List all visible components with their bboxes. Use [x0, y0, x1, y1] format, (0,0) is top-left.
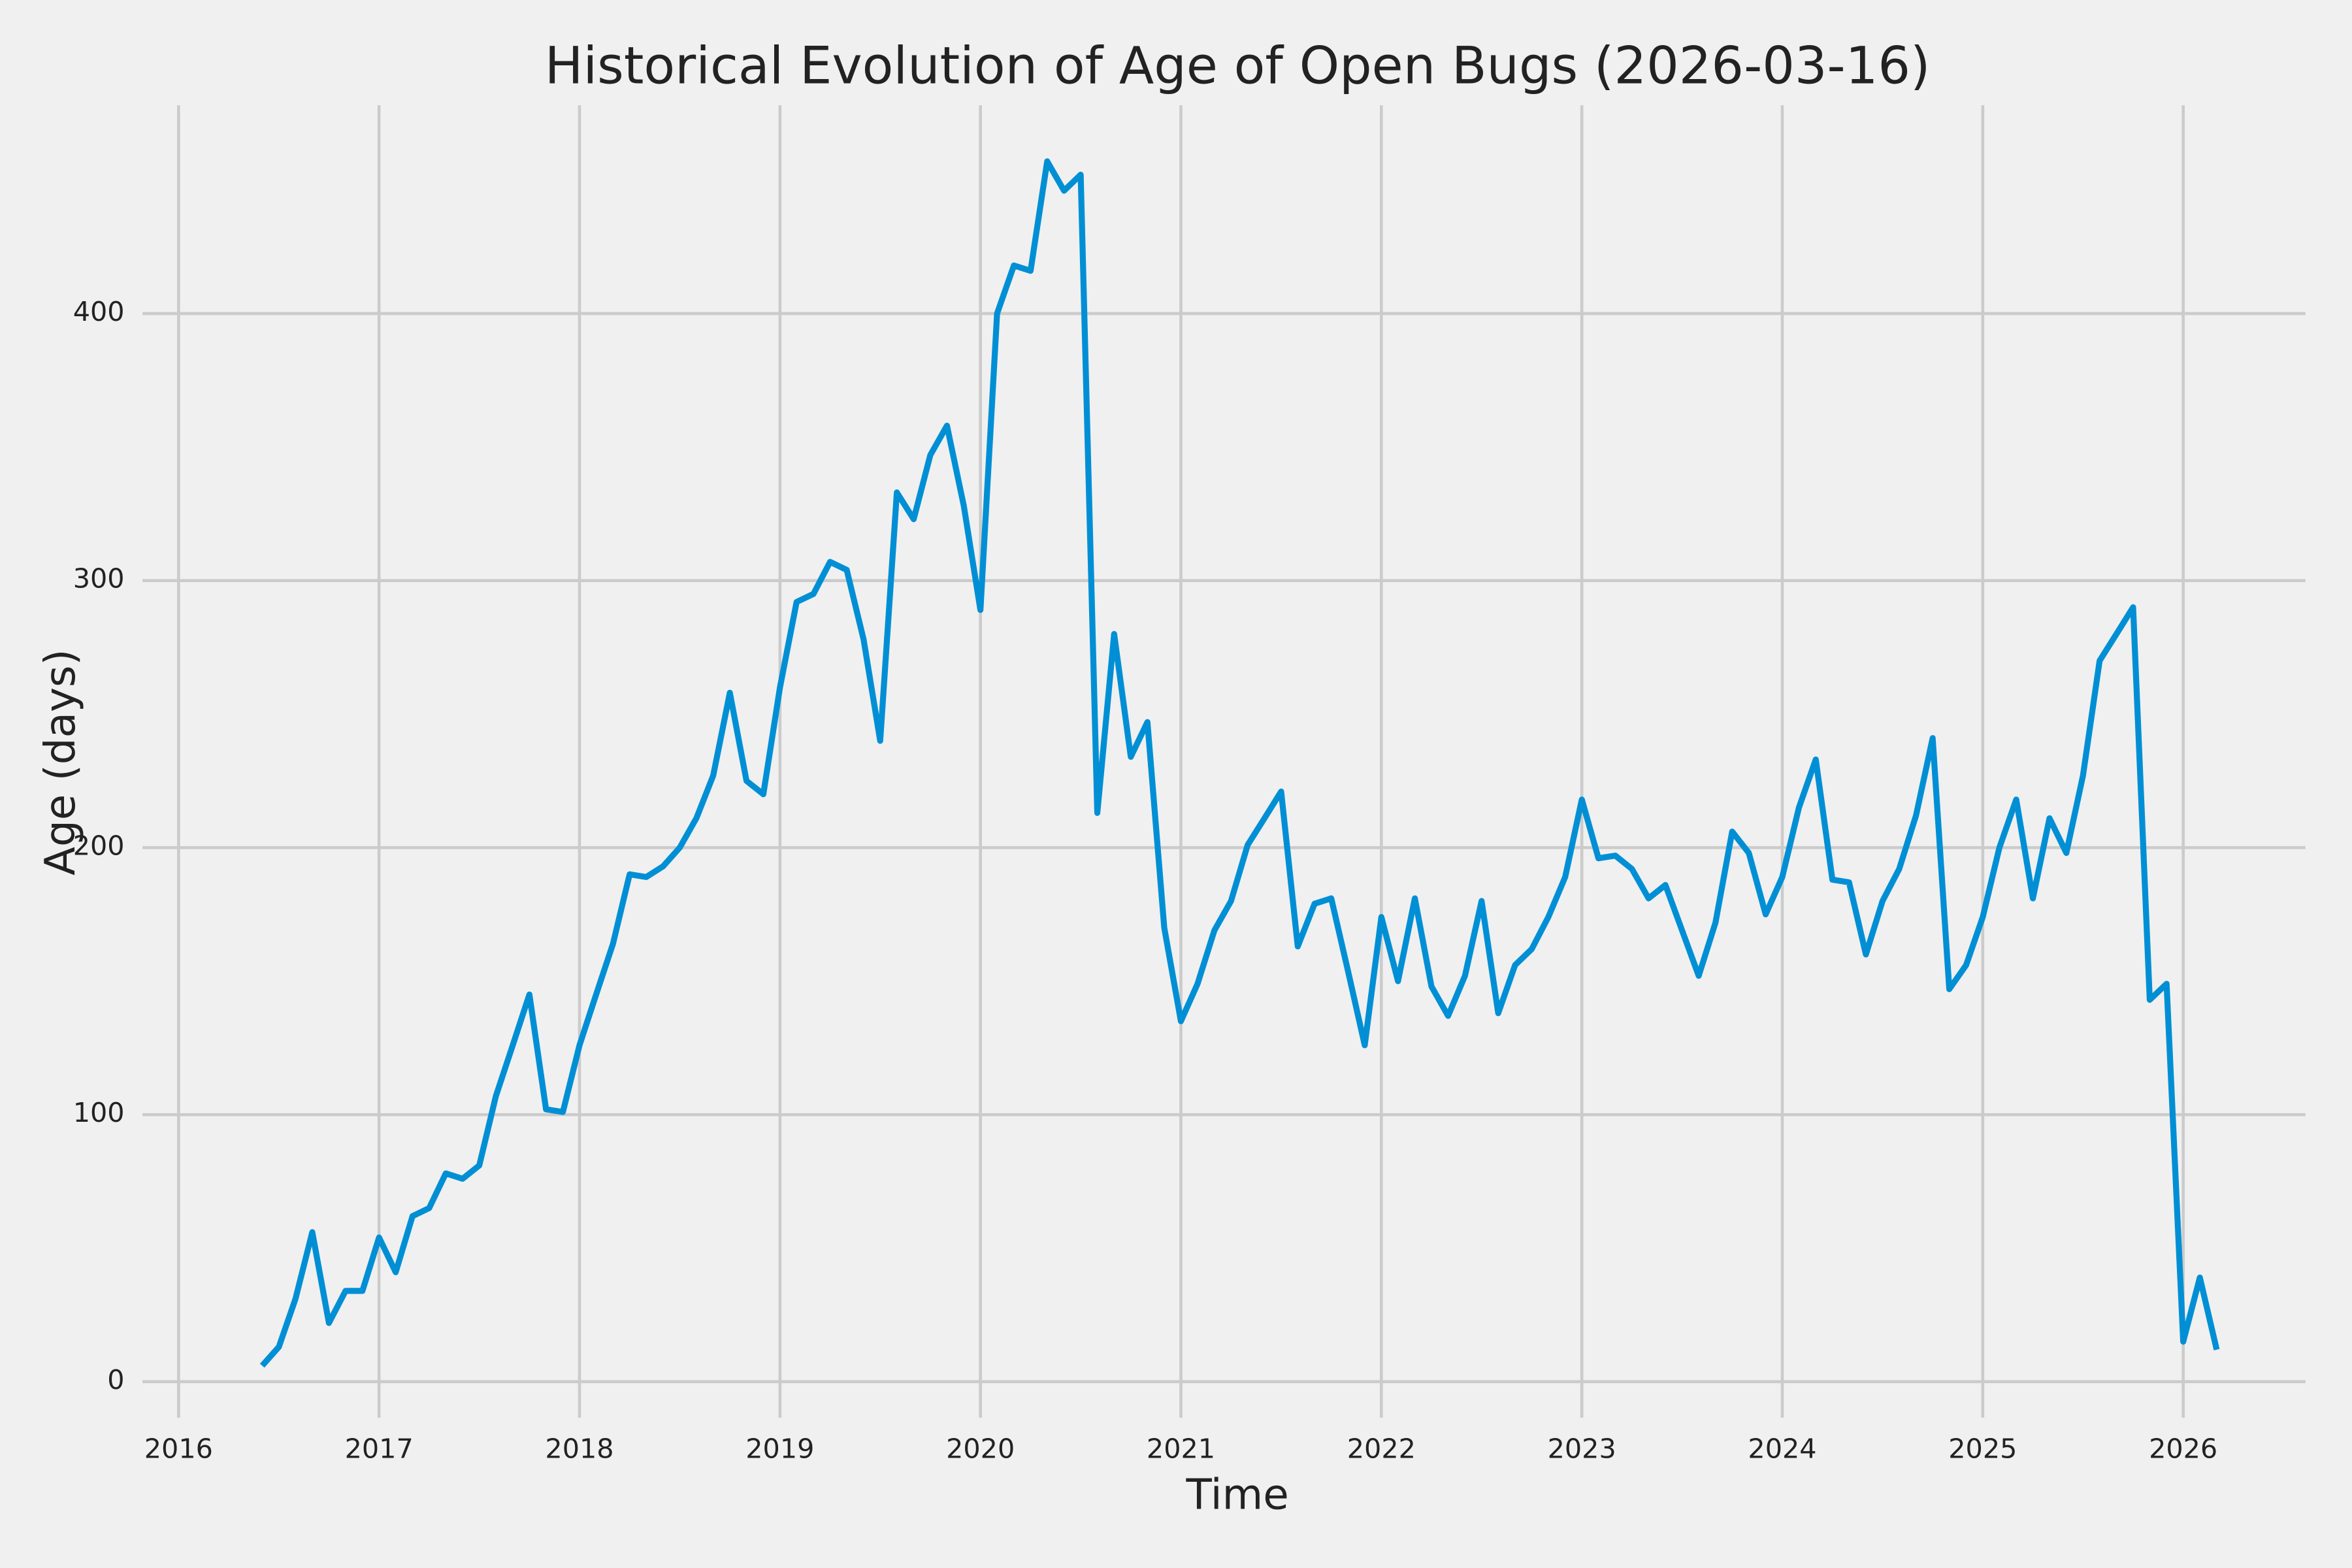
x-tick-label: 2025: [1948, 1433, 2017, 1465]
x-tick-label: 2017: [345, 1433, 414, 1465]
y-tick-label: 100: [73, 1097, 125, 1128]
x-tick-label: 2019: [745, 1433, 814, 1465]
x-tick-label: 2022: [1347, 1433, 1416, 1465]
x-tick-label: 2020: [946, 1433, 1015, 1465]
y-tick-label: 0: [107, 1364, 124, 1396]
x-tick-label: 2026: [2149, 1433, 2217, 1465]
chart-title: Historical Evolution of Age of Open Bugs…: [545, 37, 1931, 95]
x-tick-label: 2018: [545, 1433, 613, 1465]
y-axis-label: Age (days): [36, 649, 85, 875]
y-tick-label: 300: [73, 563, 125, 595]
x-tick-label: 2021: [1147, 1433, 1215, 1465]
data-line: [259, 158, 2220, 1368]
x-axis-label: Time: [1185, 1470, 1288, 1519]
y-tick-label: 200: [73, 830, 125, 861]
x-tick-label: 2016: [144, 1433, 213, 1465]
x-tick-label: 2024: [1748, 1433, 1816, 1465]
x-tick-label: 2023: [1548, 1433, 1616, 1465]
y-tick-label: 400: [73, 296, 125, 327]
